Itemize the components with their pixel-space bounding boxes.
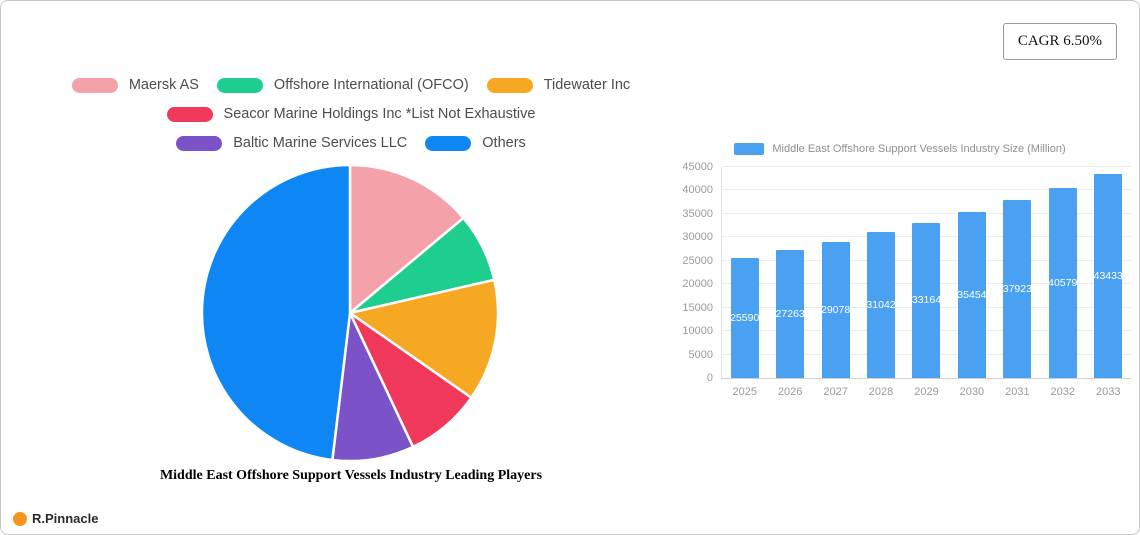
bar[interactable]: 31042	[866, 232, 896, 378]
pie-legend-swatch	[176, 135, 223, 151]
x-tick-label: 2025	[732, 386, 757, 398]
bar[interactable]: 37923	[1002, 200, 1032, 378]
pie-chart	[200, 163, 500, 463]
pie-legend-row: Baltic Marine Services LLC Others	[1, 135, 701, 151]
pie-slice[interactable]	[348, 278, 500, 399]
pie-legend-swatch	[425, 135, 472, 151]
bar-column: 37923 2031	[995, 167, 1040, 398]
pie-legend-label: Maersk AS	[128, 77, 199, 93]
x-tick-label: 2026	[777, 386, 803, 398]
pie-legend-item[interactable]: Seacor Marine Holdings Inc *List Not Exh…	[166, 106, 536, 122]
pie-legend-swatch	[216, 77, 263, 93]
x-tick-label: 2032	[1050, 386, 1076, 398]
x-tick-label: 2030	[959, 386, 985, 398]
bar-value-label: 35454	[957, 288, 987, 301]
x-tick-label: 2027	[823, 386, 848, 398]
brand-icon	[13, 511, 27, 526]
bar-value-label: 27263	[775, 308, 805, 321]
grid-line	[722, 166, 1131, 167]
y-axis: 0 5000 10000 15000 20000 25000 30000 35000 40000…	[669, 161, 721, 384]
pie-legend-swatch	[486, 77, 533, 93]
y-tick-label: 15000	[682, 301, 713, 314]
brand-logo: R.Pinnacle	[13, 511, 98, 526]
bar[interactable]: 35454	[957, 211, 987, 378]
y-tick-label: 0	[706, 372, 713, 384]
bar-legend-item[interactable]: Middle East Offshore Support Vessels Ind…	[669, 143, 1131, 155]
y-tick-label: 40000	[682, 184, 713, 197]
y-tick-label: 10000	[682, 325, 713, 338]
pie-legend-item[interactable]: Offshore International (OFCO)	[216, 77, 469, 93]
pie-legend-swatch	[71, 77, 118, 93]
pie-slice[interactable]	[331, 311, 415, 463]
bar[interactable]: 25590	[730, 258, 760, 378]
bar[interactable]: 29078	[820, 241, 851, 378]
pie-legend-label: Baltic Marine Services LLC	[233, 135, 408, 151]
brand-name: R.Pinnacle	[32, 511, 99, 526]
y-tick-label: 45000	[682, 161, 713, 173]
pie-legend-item[interactable]: Baltic Marine Services LLC	[176, 135, 407, 151]
x-tick-label: 2031	[1005, 386, 1030, 398]
x-tick-label: 2033	[1095, 386, 1121, 398]
pie-title: Middle East Offshore Support Vessels Ind…	[159, 468, 543, 483]
bar-column: 29078 2027	[813, 167, 858, 398]
pie-slice[interactable]	[348, 163, 465, 315]
bar-legend-swatch	[734, 143, 765, 155]
bar[interactable]: 33164	[911, 222, 942, 378]
pie-legend-row: Seacor Marine Holdings Inc *List Not Exh…	[1, 106, 701, 122]
pie-legend-label: Offshore International (OFCO)	[273, 77, 469, 93]
bar[interactable]: 27263	[775, 250, 805, 378]
x-tick-label: 2028	[868, 386, 894, 398]
bar-column: 25590 2025	[722, 167, 767, 398]
bar-value-label: 33164	[911, 294, 942, 307]
y-tick-label: 35000	[682, 207, 713, 220]
pie-legend-item[interactable]: Others	[425, 135, 526, 151]
y-tick-label: 30000	[682, 231, 713, 244]
bar-plot-area: 0 5000 10000 15000 20000 25000 30000 35000 40000…	[669, 161, 1131, 398]
bar-column: 40579 2032	[1040, 167, 1085, 398]
pie-slice[interactable]	[200, 163, 352, 462]
bar-legend-label: Middle East Offshore Support Vessels Ind…	[772, 143, 1066, 155]
cagr-badge: CAGR 6.50%	[1002, 23, 1117, 60]
bar-column: 43433 2033	[1086, 167, 1131, 398]
bar-value-label: 37923	[1002, 283, 1032, 296]
grid-line	[722, 212, 1131, 214]
y-tick-label: 25000	[682, 254, 713, 267]
bar-value-label: 40579	[1048, 276, 1078, 289]
bar[interactable]: 40579	[1048, 187, 1078, 378]
pie-legend-label: Seacor Marine Holdings Inc *List Not Exh…	[223, 106, 536, 122]
bar-column: 35454 2030	[949, 167, 994, 398]
bar-column: 27263 2026	[767, 167, 812, 398]
pie-legend: Maersk AS Offshore International (OFCO) Ti…	[1, 77, 701, 164]
pie-legend-label: Others	[482, 135, 526, 151]
y-tick-label: 5000	[688, 348, 713, 361]
pie-legend-row: Maersk AS Offshore International (OFCO) Ti…	[1, 77, 701, 93]
grid-line	[722, 189, 1131, 191]
bar-chart: Middle East Offshore Support Vessels Ind…	[669, 143, 1131, 398]
bar[interactable]: 43433	[1093, 174, 1123, 378]
pie-legend-swatch	[166, 106, 213, 122]
y-tick-label: 20000	[682, 278, 713, 291]
pie-legend-item[interactable]: Maersk AS	[71, 77, 199, 93]
bar-value-label: 31042	[866, 299, 896, 312]
bar-plot: 25590 2025 27263 2026 29078 2027 31042 2028 3316…	[721, 166, 1131, 398]
pie-legend-label: Tidewater Inc	[543, 77, 631, 93]
bar-column: 33164 2029	[904, 167, 949, 398]
bar-column: 31042 2028	[858, 167, 903, 398]
bar-value-label: 25590	[730, 312, 760, 324]
pie-legend-item[interactable]: Tidewater Inc	[486, 77, 631, 93]
x-tick-label: 2029	[914, 386, 939, 398]
bar-value-label: 29078	[820, 303, 851, 316]
bar-value-label: 43433	[1093, 270, 1123, 283]
